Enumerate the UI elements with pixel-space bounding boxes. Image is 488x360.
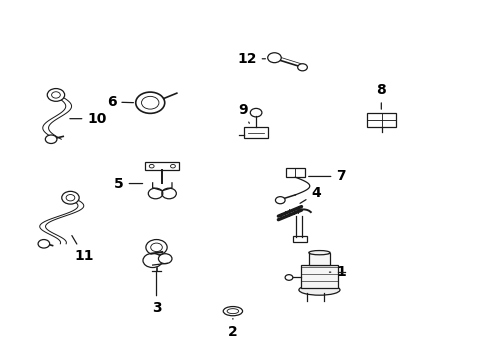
Ellipse shape [298, 284, 339, 295]
Circle shape [297, 64, 307, 71]
Circle shape [47, 89, 64, 101]
Circle shape [158, 254, 172, 264]
Text: 1: 1 [329, 265, 346, 279]
Bar [145, 162, 179, 170]
Ellipse shape [308, 251, 329, 255]
Circle shape [267, 53, 281, 63]
Text: 6: 6 [106, 95, 133, 109]
Text: 9: 9 [237, 103, 249, 123]
Bar [244, 127, 267, 138]
Bar [366, 113, 395, 127]
Text: 4: 4 [300, 186, 320, 203]
Circle shape [38, 239, 50, 248]
Circle shape [61, 192, 79, 204]
Bar [292, 236, 307, 242]
Text: 10: 10 [70, 112, 106, 126]
Text: 12: 12 [237, 52, 265, 66]
Ellipse shape [223, 306, 242, 316]
Text: 5: 5 [114, 176, 142, 190]
Text: 7: 7 [308, 170, 346, 184]
Text: 3: 3 [151, 272, 161, 315]
Text: 11: 11 [72, 235, 94, 263]
Bar [308, 253, 329, 265]
Bar [301, 265, 337, 288]
Text: 8: 8 [376, 83, 386, 109]
Circle shape [145, 239, 167, 255]
Circle shape [45, 135, 57, 144]
Text: 2: 2 [227, 319, 237, 339]
Bar [285, 168, 305, 177]
Circle shape [275, 197, 285, 204]
Circle shape [285, 275, 292, 280]
Circle shape [142, 253, 162, 267]
